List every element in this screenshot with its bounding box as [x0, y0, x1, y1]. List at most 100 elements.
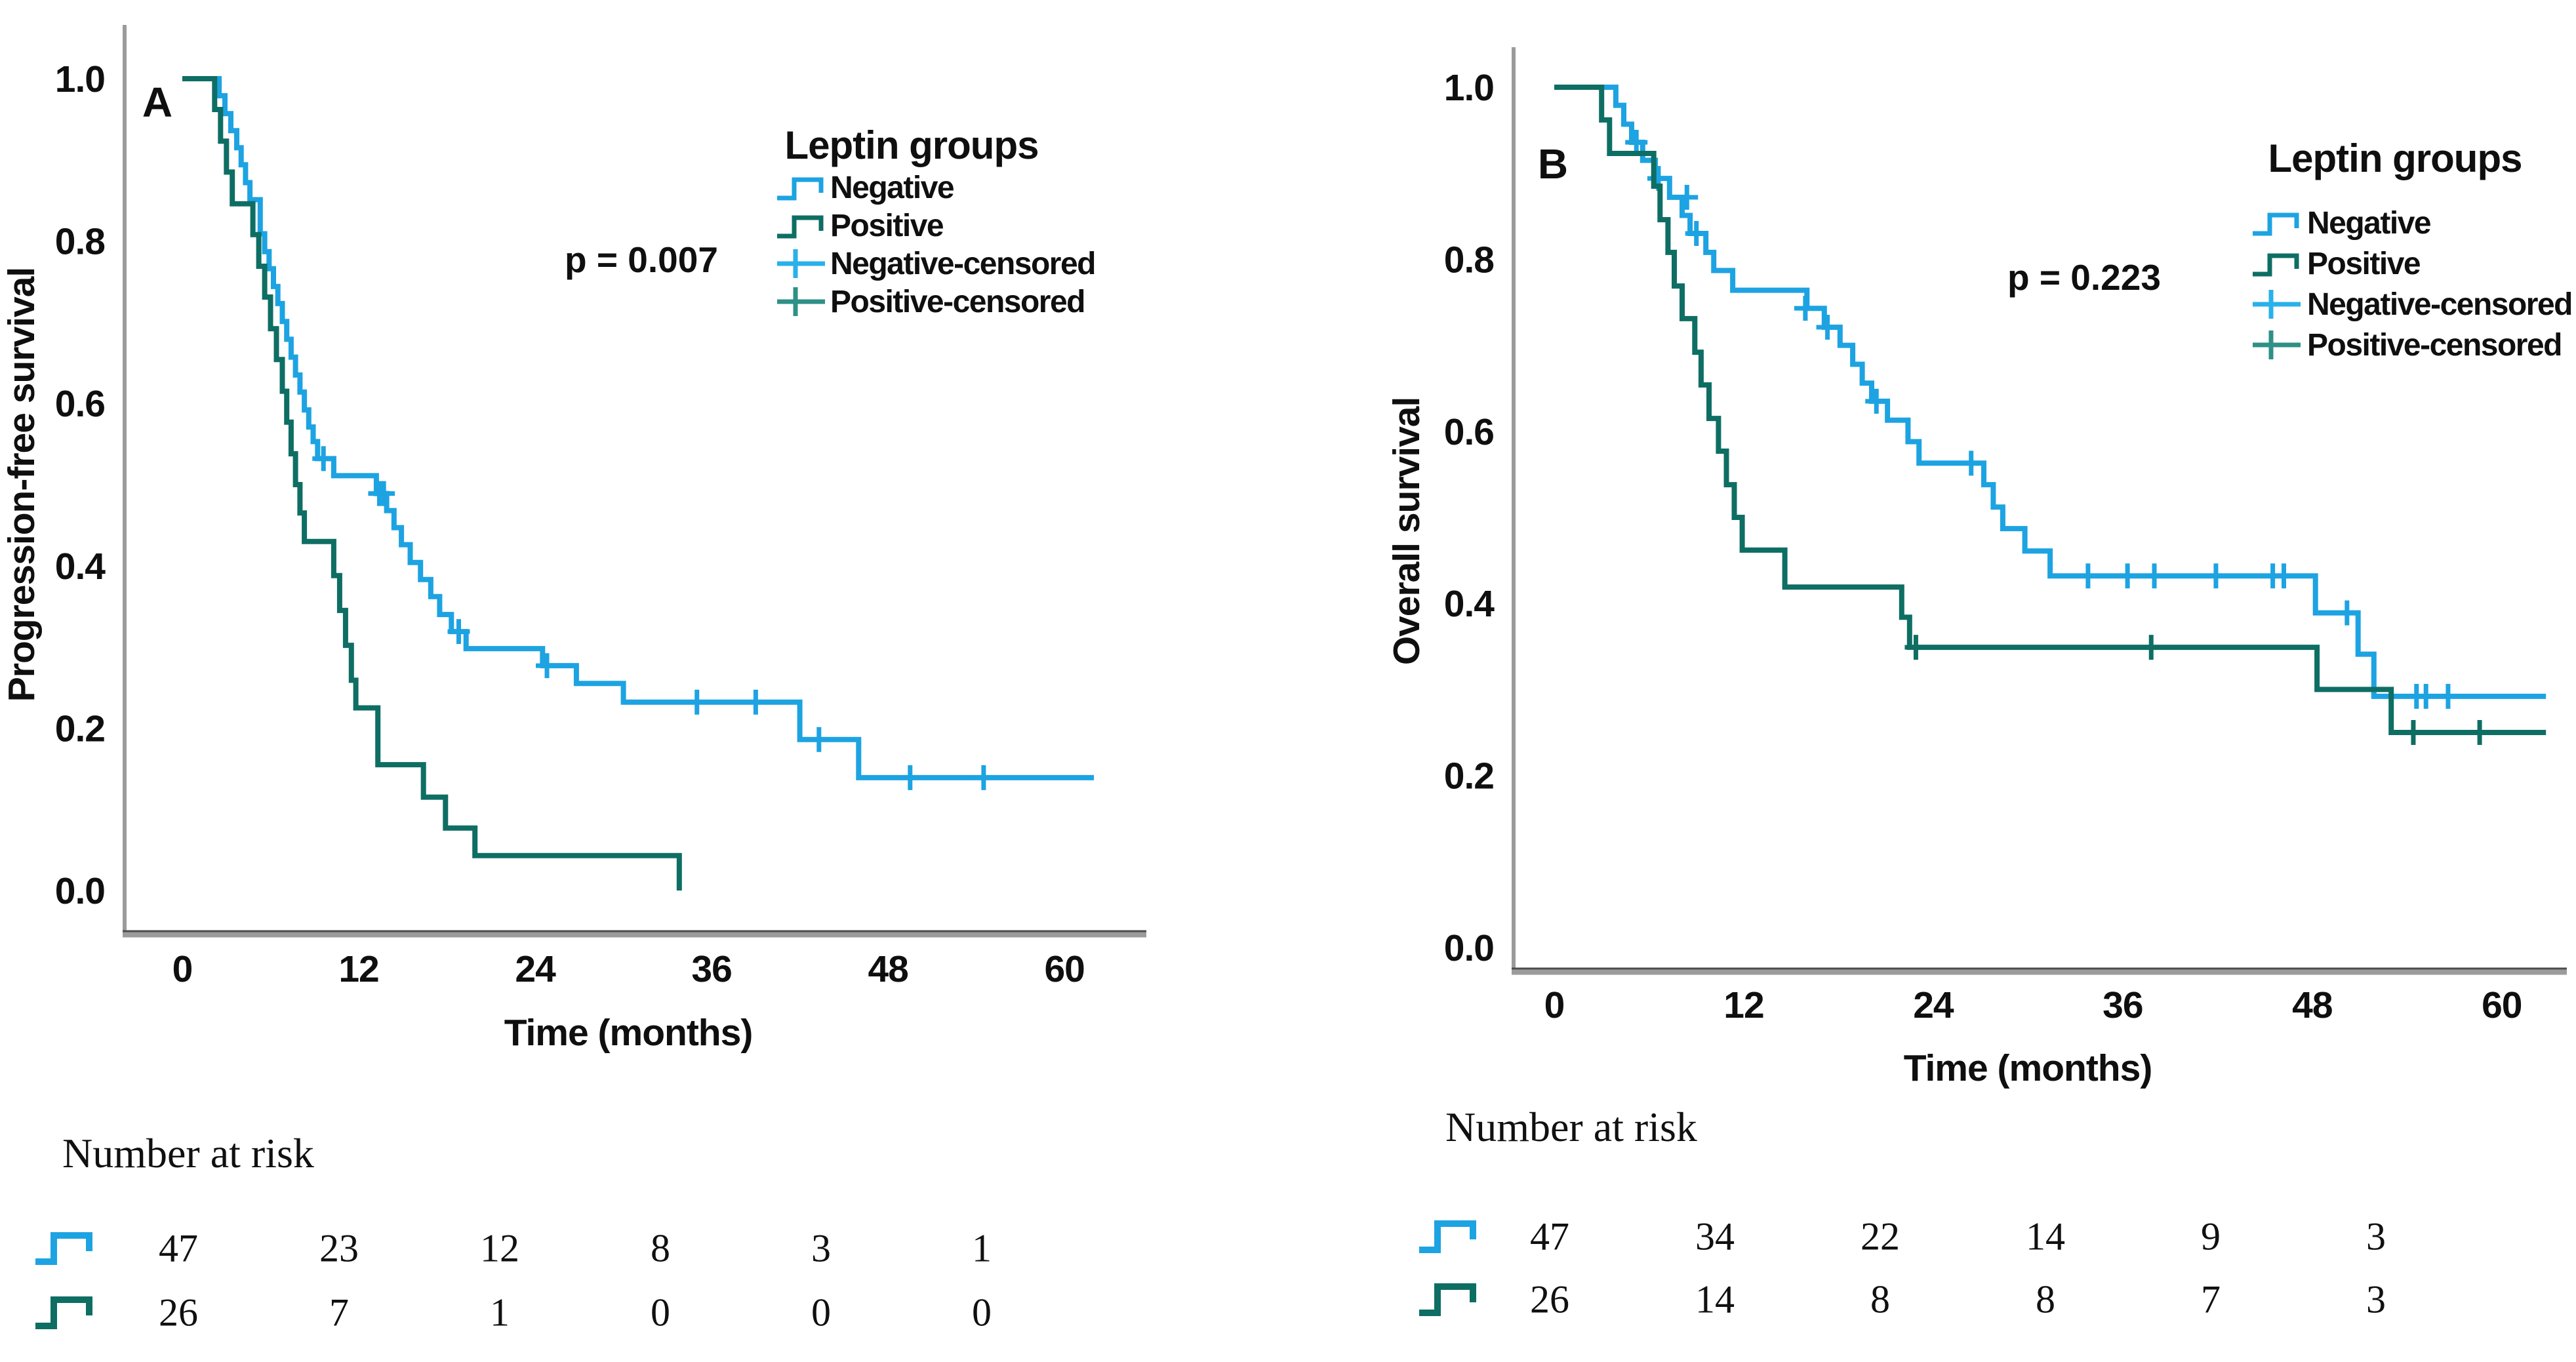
censor-mark-negative: [1625, 129, 1648, 155]
risk-count: 3: [811, 1226, 831, 1270]
legend-item-label: Positive-censored: [2307, 328, 2562, 363]
number-at-risk-title: Number at risk: [62, 1130, 314, 1176]
panel-letter: B: [1538, 140, 1568, 188]
y-tick-label: 0.4: [1444, 583, 1495, 625]
survival-curve-positive: [1554, 85, 2546, 735]
legend-item-label: Negative: [830, 170, 954, 205]
risk-row-step-icon-positive: [1419, 1283, 1476, 1316]
risk-count: 8: [1870, 1277, 1890, 1321]
censor-mark-negative: [685, 689, 708, 715]
risk-count: 12: [480, 1226, 519, 1270]
number-at-risk-title: Number at risk: [1445, 1104, 1697, 1150]
y-tick-label: 0.0: [1444, 927, 1494, 969]
risk-count: 0: [972, 1291, 992, 1334]
censor-mark-negative: [2436, 683, 2459, 709]
panel-letter: A: [142, 79, 172, 126]
risk-count: 26: [159, 1291, 198, 1334]
x-tick-label: 48: [2292, 984, 2332, 1026]
legend-item-label: Positive-censored: [830, 285, 1085, 319]
x-tick-label: 12: [1723, 984, 1763, 1026]
p-value-label: p = 0.223: [2007, 257, 2161, 298]
legend: Leptin groups Negative Positive Negative-ce…: [2253, 136, 2573, 363]
legend-item-label: Positive: [2307, 247, 2421, 281]
legend-item-label: Negative: [2307, 206, 2431, 241]
risk-count: 1: [972, 1226, 992, 1270]
censor-mark-negative: [898, 765, 921, 790]
censor-mark-negative: [372, 481, 395, 506]
censor-mark-negative: [744, 689, 767, 715]
censor-mark-negative: [2116, 563, 2139, 589]
censor-mark-negative: [1960, 451, 1982, 476]
risk-count: 8: [2036, 1277, 2055, 1321]
x-tick-label: 60: [2482, 984, 2522, 1026]
censor-mark-positive: [2468, 720, 2491, 745]
censor-mark-negative: [312, 446, 335, 471]
risk-count: 0: [811, 1291, 831, 1334]
risk-count: 47: [159, 1226, 198, 1270]
censor-mark-negative: [2076, 563, 2099, 589]
censor-mark-negative: [447, 619, 470, 645]
x-tick-label: 12: [338, 948, 378, 990]
censor-mark-negative: [2335, 600, 2358, 626]
legend-censored-icon: [2253, 330, 2301, 359]
x-tick-label: 36: [2103, 984, 2143, 1026]
x-tick-label: 24: [515, 948, 556, 990]
legend-item-label: Negative-censored: [830, 247, 1095, 281]
legend-step-icon: [777, 177, 824, 201]
censor-mark-positive: [2140, 635, 2163, 660]
p-value-label: p = 0.007: [565, 239, 718, 280]
risk-count: 26: [1530, 1277, 1569, 1321]
y-axis-title: Progression-free survival: [1, 268, 43, 702]
y-tick-label: 0.6: [1444, 411, 1494, 453]
y-tick-label: 0.6: [55, 383, 105, 425]
censor-mark-negative: [2415, 683, 2438, 709]
risk-count: 34: [1695, 1214, 1735, 1258]
y-axis-title: Overall survival: [1386, 397, 1428, 666]
y-tick-label: 0.4: [55, 546, 106, 588]
censor-mark-negative: [2272, 563, 2295, 589]
survival-curve-positive: [182, 76, 682, 891]
censor-mark-negative: [807, 727, 830, 752]
y-tick-label: 0.2: [55, 708, 105, 750]
censor-mark-negative: [1676, 184, 1699, 210]
risk-count: 3: [2366, 1214, 2386, 1258]
risk-count: 7: [329, 1291, 349, 1334]
risk-count: 3: [2366, 1277, 2386, 1321]
x-tick-label: 0: [1544, 984, 1565, 1026]
y-tick-label: 0.8: [1444, 239, 1494, 281]
legend-step-icon: [2253, 212, 2299, 236]
risk-count: 9: [2201, 1214, 2221, 1258]
censor-mark-negative: [1816, 315, 1839, 340]
y-tick-label: 0.8: [55, 221, 105, 263]
risk-count: 23: [319, 1226, 359, 1270]
y-tick-label: 1.0: [55, 58, 105, 100]
censor-mark-negative: [972, 765, 995, 790]
censor-mark-positive: [1904, 635, 1927, 660]
legend-step-icon: [777, 215, 824, 239]
legend-step-icon: [2253, 253, 2299, 277]
survival-curve-negative: [182, 76, 1094, 780]
legend-censored-icon: [777, 287, 825, 316]
legend-item-label: Positive: [830, 209, 944, 243]
censor-mark-negative: [1685, 221, 1708, 247]
panel-overall-survival: 1.0 0.8 0.6 0.4 0.2 0.0 0 12 24 36 48 60 Time (month…: [1288, 0, 2576, 1362]
censor-mark-negative: [2204, 563, 2227, 589]
risk-row-step-icon-negative: [35, 1232, 92, 1265]
y-tick-label: 1.0: [1444, 67, 1494, 109]
risk-count: 14: [2026, 1214, 2065, 1258]
x-axis-title: Time (months): [504, 1012, 753, 1054]
x-tick-label: 60: [1044, 948, 1084, 990]
x-axis-title: Time (months): [1904, 1047, 2152, 1089]
censor-mark-negative: [2143, 563, 2166, 589]
risk-row-step-icon-negative: [1419, 1220, 1476, 1253]
x-tick-label: 36: [691, 948, 731, 990]
censor-mark-positive: [2402, 720, 2425, 745]
risk-count: 22: [1861, 1214, 1900, 1258]
risk-count: 47: [1530, 1214, 1569, 1258]
y-tick-label: 0.2: [1444, 755, 1494, 797]
risk-count: 7: [2201, 1277, 2221, 1321]
risk-count: 14: [1695, 1277, 1735, 1321]
risk-count: 0: [651, 1291, 670, 1334]
censor-mark-negative: [1865, 388, 1888, 414]
